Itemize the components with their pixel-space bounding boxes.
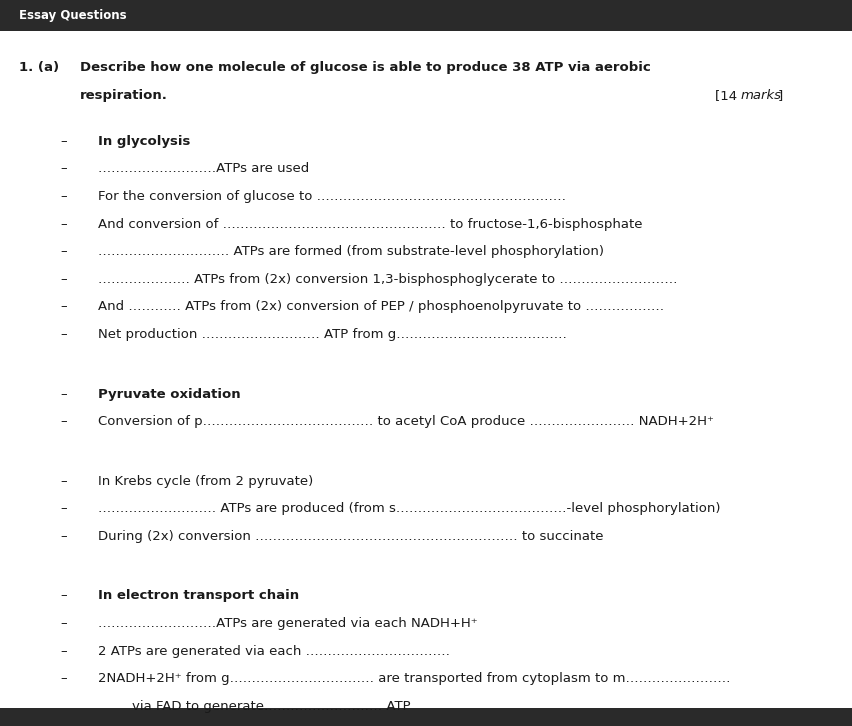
Text: ………………………… ATPs are formed (from substrate-level phosphorylation): ………………………… ATPs are formed (from substra… bbox=[98, 245, 603, 258]
Text: In glycolysis: In glycolysis bbox=[98, 135, 190, 148]
Text: ]: ] bbox=[777, 89, 782, 102]
Text: –: – bbox=[60, 190, 67, 203]
Text: –: – bbox=[60, 273, 67, 286]
Text: For the conversion of glucose to …………………………………………………: For the conversion of glucose to …………………… bbox=[98, 190, 566, 203]
Text: –: – bbox=[60, 135, 67, 148]
Text: 2NADH+2H⁺ from g…………………………… are transported from cytoplasm to m……………………: 2NADH+2H⁺ from g…………………………… are transpor… bbox=[98, 672, 730, 685]
Text: –: – bbox=[60, 301, 67, 314]
Text: ………………… ATPs from (2x) conversion 1,3-bisphosphoglycerate to ………………………: ………………… ATPs from (2x) conversion 1,3-bi… bbox=[98, 273, 676, 286]
Text: Describe how one molecule of glucose is able to produce 38 ATP via aerobic: Describe how one molecule of glucose is … bbox=[80, 61, 650, 74]
Text: ………………………ATPs are generated via each NADH+H⁺: ………………………ATPs are generated via each NAD… bbox=[98, 617, 477, 630]
Text: –: – bbox=[60, 617, 67, 630]
Text: Conversion of p………………………………… to acetyl CoA produce …………………… NADH+2H⁺: Conversion of p………………………………… to acetyl C… bbox=[98, 415, 713, 428]
Text: –: – bbox=[60, 672, 67, 685]
Text: via FAD to generate……………………… ATP: via FAD to generate……………………… ATP bbox=[132, 700, 411, 713]
Text: 1. (a): 1. (a) bbox=[19, 61, 59, 74]
Text: In Krebs cycle (from 2 pyruvate): In Krebs cycle (from 2 pyruvate) bbox=[98, 475, 313, 488]
Text: –: – bbox=[60, 475, 67, 488]
Text: –: – bbox=[60, 590, 67, 603]
Text: –: – bbox=[60, 502, 67, 515]
Bar bbox=[0, 708, 852, 726]
Text: respiration.: respiration. bbox=[80, 89, 168, 102]
Text: Essay Questions: Essay Questions bbox=[19, 9, 126, 22]
Text: In electron transport chain: In electron transport chain bbox=[98, 590, 299, 603]
Text: –: – bbox=[60, 645, 67, 658]
Text: –: – bbox=[60, 328, 67, 341]
Text: –: – bbox=[60, 415, 67, 428]
Text: Net production ……………………… ATP from g…………………………………: Net production ……………………… ATP from g……………… bbox=[98, 328, 567, 341]
Text: Pyruvate oxidation: Pyruvate oxidation bbox=[98, 388, 240, 401]
Bar bbox=[0, 0, 852, 31]
Text: –: – bbox=[60, 530, 67, 543]
Text: ………………………ATPs are used: ………………………ATPs are used bbox=[98, 163, 309, 176]
Text: During (2x) conversion …………………………………………………… to succinate: During (2x) conversion ……………………………………………… bbox=[98, 530, 603, 543]
Text: [14: [14 bbox=[714, 89, 740, 102]
Text: ……………………… ATPs are produced (from s…………………………………-level phosphorylation): ……………………… ATPs are produced (from s……………… bbox=[98, 502, 720, 515]
Text: –: – bbox=[60, 388, 67, 401]
Text: –: – bbox=[60, 218, 67, 231]
Text: –: – bbox=[60, 163, 67, 176]
Text: And ………… ATPs from (2x) conversion of PEP / phosphoenolpyruvate to ………………: And ………… ATPs from (2x) conversion of PE… bbox=[98, 301, 664, 314]
Text: marks: marks bbox=[740, 89, 780, 102]
Text: –: – bbox=[60, 245, 67, 258]
Text: 2 ATPs are generated via each ……………………………: 2 ATPs are generated via each …………………………… bbox=[98, 645, 450, 658]
Text: And conversion of …………………………………………… to fructose-1,6-bisphosphate: And conversion of …………………………………………… to f… bbox=[98, 218, 642, 231]
